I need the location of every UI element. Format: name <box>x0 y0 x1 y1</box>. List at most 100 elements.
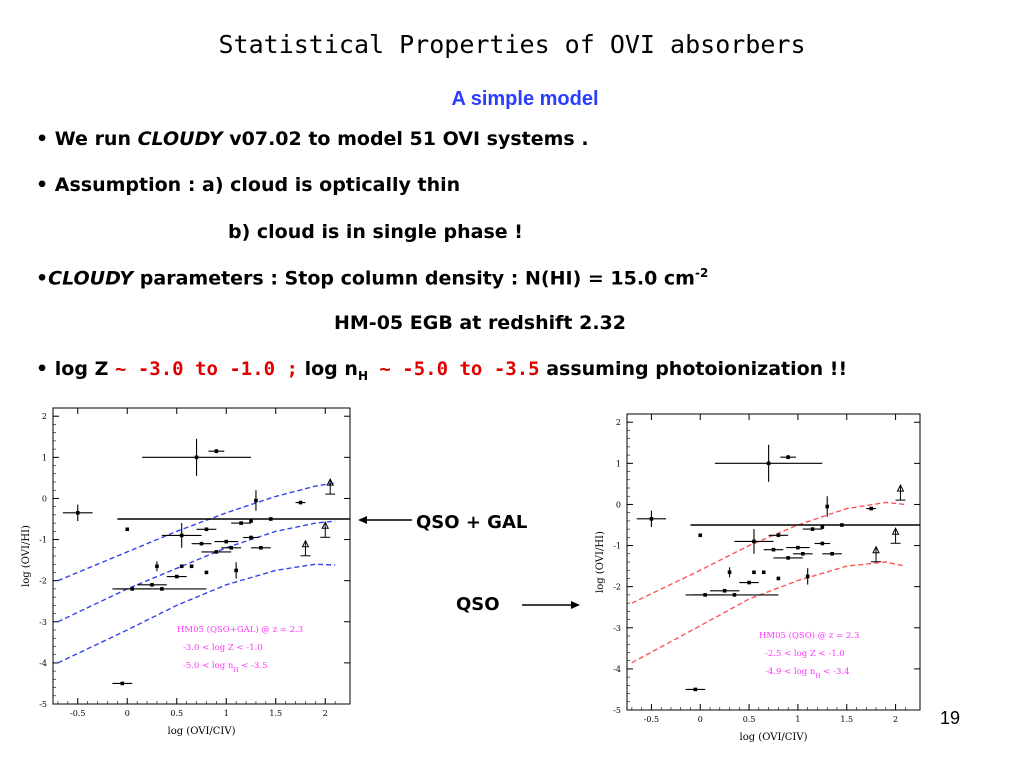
data-point <box>204 570 209 575</box>
chart-left-panel: -0.5 0 0.5 1 1.5 2 2 1 0 -1 -2 -3 -4 -5 log (OVI/CIV) l… <box>15 398 367 750</box>
limit-arrowhead <box>321 521 330 529</box>
bullet-marker: • <box>36 267 49 290</box>
data-point <box>693 687 698 692</box>
y-tick-label: -5 <box>613 706 621 715</box>
limit-arrowhead <box>896 483 905 492</box>
data-point <box>125 527 130 532</box>
data-point <box>75 511 80 515</box>
y-tick-label: 1 <box>42 453 47 462</box>
bullet-highlight: ~ -3.0 to -1.0 ; <box>114 358 298 380</box>
bullet-line-2: • Assumption : a) cloud is optically thi… <box>36 174 460 196</box>
y-tick-label: 0 <box>616 500 621 509</box>
bullet-line-3: •CLOUDY parameters : Stop column density… <box>36 266 708 289</box>
qso-arrow <box>522 601 580 609</box>
chart-right-panel: -0.5 0 0.5 1 1.5 2 2 1 0 -1 -2 -3 -4 -5 log (OVI/CIV) l… <box>587 404 937 750</box>
qso-label: QSO <box>456 594 500 615</box>
bullet-line-3b: HM-05 EGB at redshift 2.32 <box>334 312 626 334</box>
limit-arrowhead <box>891 527 900 535</box>
data-point <box>869 506 873 511</box>
data-point <box>727 570 732 575</box>
data-point <box>298 500 303 505</box>
data-point <box>224 539 229 544</box>
data-point <box>820 541 825 546</box>
page-number: 19 <box>940 708 961 728</box>
bullet-line-4: • log Z ~ -3.0 to -1.0 ; log nH ~ -5.0 t… <box>36 358 847 383</box>
data-point <box>254 498 258 503</box>
x-tick-label: 1 <box>224 709 229 718</box>
x-tick-label: 0.5 <box>743 715 756 724</box>
bullet-text: b) cloud is in single phase ! <box>228 221 523 243</box>
data-point <box>204 527 209 532</box>
data-point <box>830 551 834 556</box>
data-point <box>752 539 756 544</box>
y-tick-label: -1 <box>613 542 621 551</box>
data-point <box>649 517 654 521</box>
bullet-marker: • <box>36 174 49 196</box>
y-tick-label: -2 <box>39 577 47 586</box>
data-point <box>752 570 756 575</box>
data-point <box>698 533 703 538</box>
bullet-highlight: ~ -5.0 to -3.5 <box>367 358 540 380</box>
data-point <box>796 545 800 550</box>
y-tick-label: -4 <box>613 665 621 674</box>
limit-arrowhead <box>872 545 880 554</box>
bullet-marker: • <box>36 128 49 150</box>
x-tick-label: -0.5 <box>644 715 659 724</box>
data-point <box>269 517 273 521</box>
x-tick-label: 2 <box>323 709 328 718</box>
legend-title: HM05 (QSO+GAL) @ z = 2.3 <box>177 624 303 635</box>
y-tick-label: 2 <box>616 418 621 427</box>
y-tick-label: -2 <box>613 583 621 592</box>
slide-title: Statistical Properties of OVI absorbers <box>218 30 806 59</box>
data-point <box>160 587 164 591</box>
data-point <box>239 521 243 525</box>
data-point <box>189 564 194 569</box>
y-axis-label: log (OVI/HI) <box>21 525 32 587</box>
model-curve <box>631 561 906 664</box>
data-point <box>801 551 805 556</box>
data-point <box>771 547 776 552</box>
x-tick-label: 1 <box>795 715 800 724</box>
data-point <box>840 523 844 527</box>
y-tick-label: -3 <box>39 618 47 627</box>
data-point <box>825 504 830 509</box>
bullet-text: HM-05 EGB at redshift 2.32 <box>334 312 626 334</box>
data-point <box>194 455 199 460</box>
data-point <box>747 580 751 585</box>
y-tick-label: 2 <box>42 412 47 421</box>
chart-right: -0.5 0 0.5 1 1.5 2 2 1 0 -1 -2 -3 -4 -5 log (OVI/CIV) l… <box>595 413 921 743</box>
superscript: -2 <box>694 266 709 280</box>
data-point <box>249 519 253 523</box>
data-point <box>703 593 707 597</box>
bullet-text: We run <box>54 128 138 150</box>
slide-subtitle: A simple model <box>451 88 599 110</box>
bullet-text-italic: CLOUDY <box>48 267 134 290</box>
bullet-text: v07.02 to model 51 OVI systems . <box>222 128 589 150</box>
data-point <box>199 541 204 546</box>
legend-metallicity: -3.0 < log Z < -1.0 <box>183 643 263 653</box>
bullet-text: Assumption : a) cloud is optically thin <box>54 174 461 196</box>
subscript: H <box>357 368 368 383</box>
data-point <box>174 574 179 579</box>
x-tick-label: 1.5 <box>840 715 853 724</box>
model-curve <box>57 520 336 623</box>
legend-title: HM05 (QSO) @ z = 2.3 <box>759 630 859 641</box>
y-axis-label: log (OVI/HI) <box>595 531 606 593</box>
y-tick-label: -5 <box>39 700 47 709</box>
data-point <box>810 527 815 531</box>
qso-gal-arrow <box>358 516 412 524</box>
x-tick-label: 0.5 <box>170 709 183 718</box>
y-tick-label: -1 <box>39 536 47 545</box>
bullet-line-2b: b) cloud is in single phase ! <box>228 221 523 243</box>
data-point <box>761 570 766 575</box>
qso-gal-label: QSO + GAL <box>416 512 528 533</box>
data-point <box>249 535 253 540</box>
model-curve <box>57 482 336 582</box>
legend-density: -4.9 < log nH < -3.4 <box>765 667 850 680</box>
x-tick-label: 1.5 <box>269 709 282 718</box>
data-point <box>766 461 771 466</box>
data-point <box>179 533 184 538</box>
bullet-text-italic: CLOUDY <box>137 128 223 150</box>
legend-density: -5.0 < log nH < -3.5 <box>183 661 268 674</box>
model-curve <box>631 501 906 604</box>
